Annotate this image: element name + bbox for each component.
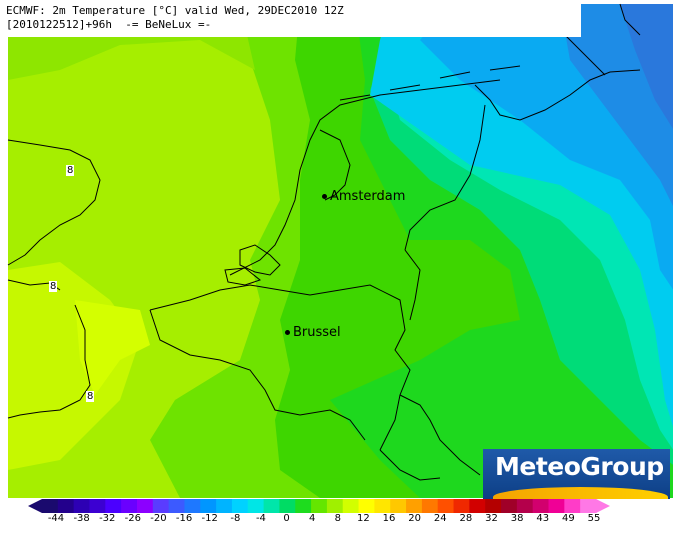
colorbar-segment <box>184 499 201 513</box>
colorbar-segment <box>136 499 154 513</box>
colorbar-tick-label: 16 <box>382 513 396 524</box>
colorbar-tick-label: 43 <box>536 513 550 524</box>
colorbar-tick-label: -44 <box>47 513 65 524</box>
colorbar-segment <box>406 499 423 513</box>
colorbar-segment <box>311 499 328 513</box>
colorbar-segment <box>326 499 344 513</box>
colorbar-tick-label: 4 <box>309 513 316 524</box>
city-amsterdam: Amsterdam <box>322 189 405 204</box>
logo-text: MeteoGroup <box>495 452 664 481</box>
colorbar-tick-label: -20 <box>150 513 167 524</box>
temp-field-deepblue <box>620 4 673 129</box>
colorbar-segment <box>342 499 360 513</box>
colorbar-tick-label: -4 <box>255 513 266 524</box>
colorbar-segment <box>295 499 312 513</box>
colorbar-tick-label: 38 <box>510 513 524 524</box>
colorbar-tick-label: -32 <box>99 513 116 524</box>
map-header: ECMWF: 2m Temperature [°C] valid Wed, 29… <box>6 4 581 37</box>
colorbar-segment <box>437 499 455 513</box>
colorbar-tick-label: -16 <box>175 513 193 524</box>
colorbar-segment <box>421 499 439 513</box>
colorbar-ticks: -44 -38 -32 -26 -20 -16 -12 -8 -4 0 4 8 12 16 20 24 28 32… <box>0 513 673 527</box>
colorbar-segment <box>548 499 565 513</box>
contour-label: 8 <box>49 281 58 292</box>
colorbar-tick-label: 24 <box>433 513 447 524</box>
colorbar-segment <box>390 499 407 513</box>
colorbar-tick-label: 0 <box>283 513 290 524</box>
colorbar-segment <box>516 499 534 513</box>
colorbar-tick-label: 49 <box>562 513 575 524</box>
meteogroup-logo: MeteoGroup <box>483 449 670 499</box>
contour-label: 8 <box>86 391 95 402</box>
colorbar-tick-label: -12 <box>201 513 218 524</box>
city-marker-icon <box>322 194 327 199</box>
colorbar-segment <box>200 499 217 513</box>
colorbar-segment <box>469 499 486 513</box>
header-line-2: [2010122512]+96h -= BeNeLux =- <box>6 18 212 31</box>
city-label: Brussel <box>293 325 341 340</box>
colorbar-tick-label: 20 <box>408 513 422 524</box>
colorbar-segment <box>152 499 170 513</box>
colorbar <box>28 499 610 513</box>
colorbar-segment <box>279 499 296 513</box>
colorbar-arrow-left <box>28 499 42 513</box>
temp-field-yellow-2 <box>75 300 150 395</box>
colorbar-tick-label: 28 <box>459 513 473 524</box>
colorbar-segment <box>57 499 75 513</box>
logo-swoosh-icon <box>493 487 668 499</box>
colorbar-segment <box>89 499 106 513</box>
colorbar-tick-label: -26 <box>124 513 142 524</box>
city-label: Amsterdam <box>330 189 406 204</box>
colorbar-segment <box>485 499 502 513</box>
colorbar-tick-label: 55 <box>587 513 601 524</box>
header-line-1: ECMWF: 2m Temperature [°C] valid Wed, 29… <box>6 4 344 17</box>
colorbar-arrow-right <box>596 499 610 513</box>
colorbar-segment <box>374 499 391 513</box>
contour-label: 8 <box>66 165 75 176</box>
colorbar-segment <box>216 499 233 513</box>
colorbar-segment <box>105 499 122 513</box>
colorbar-segment <box>168 499 185 513</box>
colorbar-tick-label: 32 <box>485 513 498 524</box>
colorbar-segment <box>73 499 90 513</box>
city-brussel: Brussel <box>285 325 341 340</box>
colorbar-tick-label: 12 <box>357 513 370 524</box>
colorbar-segment <box>231 499 249 513</box>
colorbar-segment <box>501 499 518 513</box>
colorbar-tick-label: 8 <box>334 513 341 524</box>
coastlines <box>7 3 641 419</box>
borders <box>149 104 486 481</box>
city-marker-icon <box>285 330 290 335</box>
colorbar-segment <box>121 499 138 513</box>
colorbar-segment <box>453 499 470 513</box>
colorbar-segment <box>564 499 581 513</box>
colorbar-segment <box>532 499 550 513</box>
colorbar-segment <box>358 499 375 513</box>
colorbar-segment <box>42 499 59 513</box>
colorbar-segment <box>247 499 265 513</box>
colorbar-tick-label: -38 <box>73 513 90 524</box>
colorbar-segment <box>580 499 597 513</box>
colorbar-tick-label: -8 <box>230 513 241 524</box>
colorbar-segment <box>263 499 280 513</box>
